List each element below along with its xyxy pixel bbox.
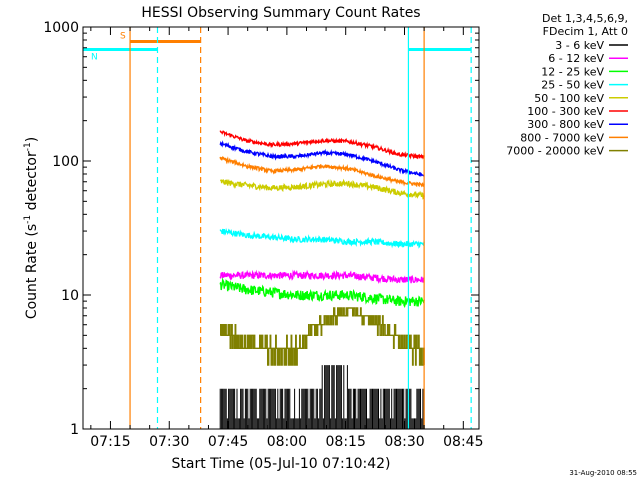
legend-header: FDecim 1, Att 0 xyxy=(543,25,628,38)
data-series xyxy=(219,130,425,429)
series-1 xyxy=(219,269,425,285)
series-7 xyxy=(219,155,425,188)
legend-label: 800 - 7000 keV xyxy=(520,131,604,144)
series-5 xyxy=(219,130,425,160)
x-tick-label: 08:00 xyxy=(267,434,307,450)
series-line xyxy=(219,277,425,308)
footer-date: 31-Aug-2010 08:55 xyxy=(569,469,637,477)
series-6 xyxy=(219,140,425,177)
series-line xyxy=(220,178,425,200)
legend-label: 7000 - 20000 keV xyxy=(506,145,604,158)
y-tick-label: 100 xyxy=(52,154,79,170)
legend-label: 25 - 50 keV xyxy=(541,79,604,92)
x-tick-label: 08:45 xyxy=(443,434,483,450)
y-axis-label-mid: detector xyxy=(24,151,40,215)
series-line xyxy=(219,269,425,285)
legend-header: Det 1,3,4,5,6,9, xyxy=(542,12,628,25)
legend-label: 50 - 100 keV xyxy=(534,92,604,105)
series-line xyxy=(219,130,425,160)
y-axis-label: Count Rate (s-1 detector-1) xyxy=(23,137,40,319)
legend-label: 300 - 800 keV xyxy=(527,118,604,131)
plot-frame xyxy=(82,26,480,430)
chart-title: HESSI Observing Summary Count Rates xyxy=(141,5,420,21)
y-tick-label: 10 xyxy=(61,288,79,304)
x-tick-label: 07:15 xyxy=(90,434,130,450)
series-8 xyxy=(220,307,425,366)
x-tick-label: 08:15 xyxy=(326,434,366,450)
y-axis-label-end: ) xyxy=(24,137,40,142)
legend-label: 100 - 300 keV xyxy=(527,105,604,118)
x-axis-label: Start Time (05-Jul-10 07:10:42) xyxy=(171,456,390,472)
series-2 xyxy=(219,277,425,308)
series-line xyxy=(219,140,425,177)
series-line xyxy=(219,155,425,188)
y-axis-label-main: Count Rate (s xyxy=(24,224,40,319)
series-3 xyxy=(219,227,425,249)
x-tick-label: 07:30 xyxy=(149,434,189,450)
y-tick-label: 1 xyxy=(70,422,79,438)
axes: 07:15 07:30 07:45 08:00 08:15 08:30 08:45 1 10 10… xyxy=(43,20,483,450)
legend: Det 1,3,4,5,6,9,FDecim 1, Att 03 - 6 keV… xyxy=(506,12,628,158)
series-4 xyxy=(220,178,425,200)
x-tick-label: 07:45 xyxy=(208,434,248,450)
observing-markers: SN xyxy=(83,31,472,62)
x-tick-label: 08:30 xyxy=(384,434,424,450)
saa-label: S xyxy=(120,31,126,41)
y-axis-label-sup2: -1 xyxy=(23,142,33,151)
flag-lines xyxy=(129,27,472,429)
series-line xyxy=(220,307,425,366)
night-label: N xyxy=(91,52,98,62)
y-axis-label-sup1: -1 xyxy=(23,215,33,224)
legend-label: 3 - 6 keV xyxy=(555,39,604,52)
y-tick-label: 1000 xyxy=(43,20,79,36)
series-line xyxy=(219,365,425,429)
series-line xyxy=(219,227,425,249)
series-0 xyxy=(219,365,425,429)
legend-label: 12 - 25 keV xyxy=(541,65,604,78)
legend-label: 6 - 12 keV xyxy=(548,52,604,65)
